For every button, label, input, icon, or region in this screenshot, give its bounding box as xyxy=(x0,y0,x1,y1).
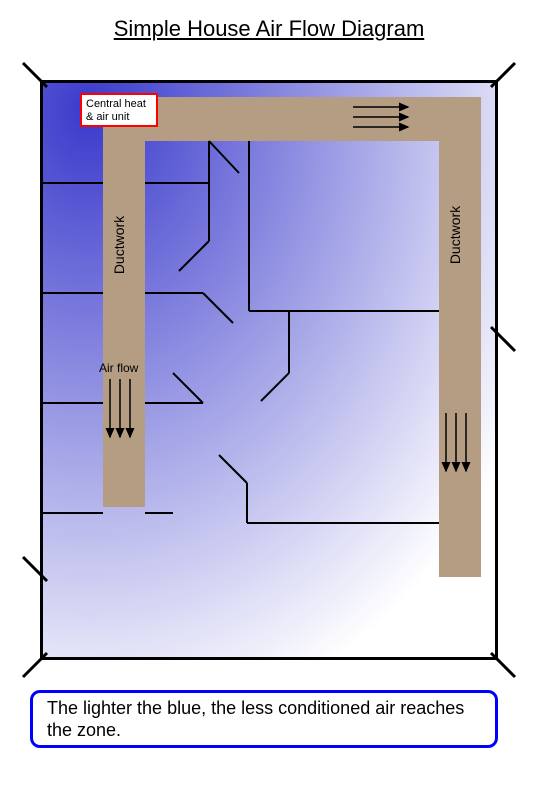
airflow-diagram: Central heat & air unit Ductwork Ductwor… xyxy=(40,80,498,660)
page: Simple House Air Flow Diagram xyxy=(0,0,538,800)
exterior-ticks-svg xyxy=(40,80,498,660)
exterior-ticks xyxy=(23,63,515,677)
page-title: Simple House Air Flow Diagram xyxy=(0,16,538,42)
caption-box: The lighter the blue, the less condition… xyxy=(30,690,498,748)
caption-text: The lighter the blue, the less condition… xyxy=(47,697,481,742)
